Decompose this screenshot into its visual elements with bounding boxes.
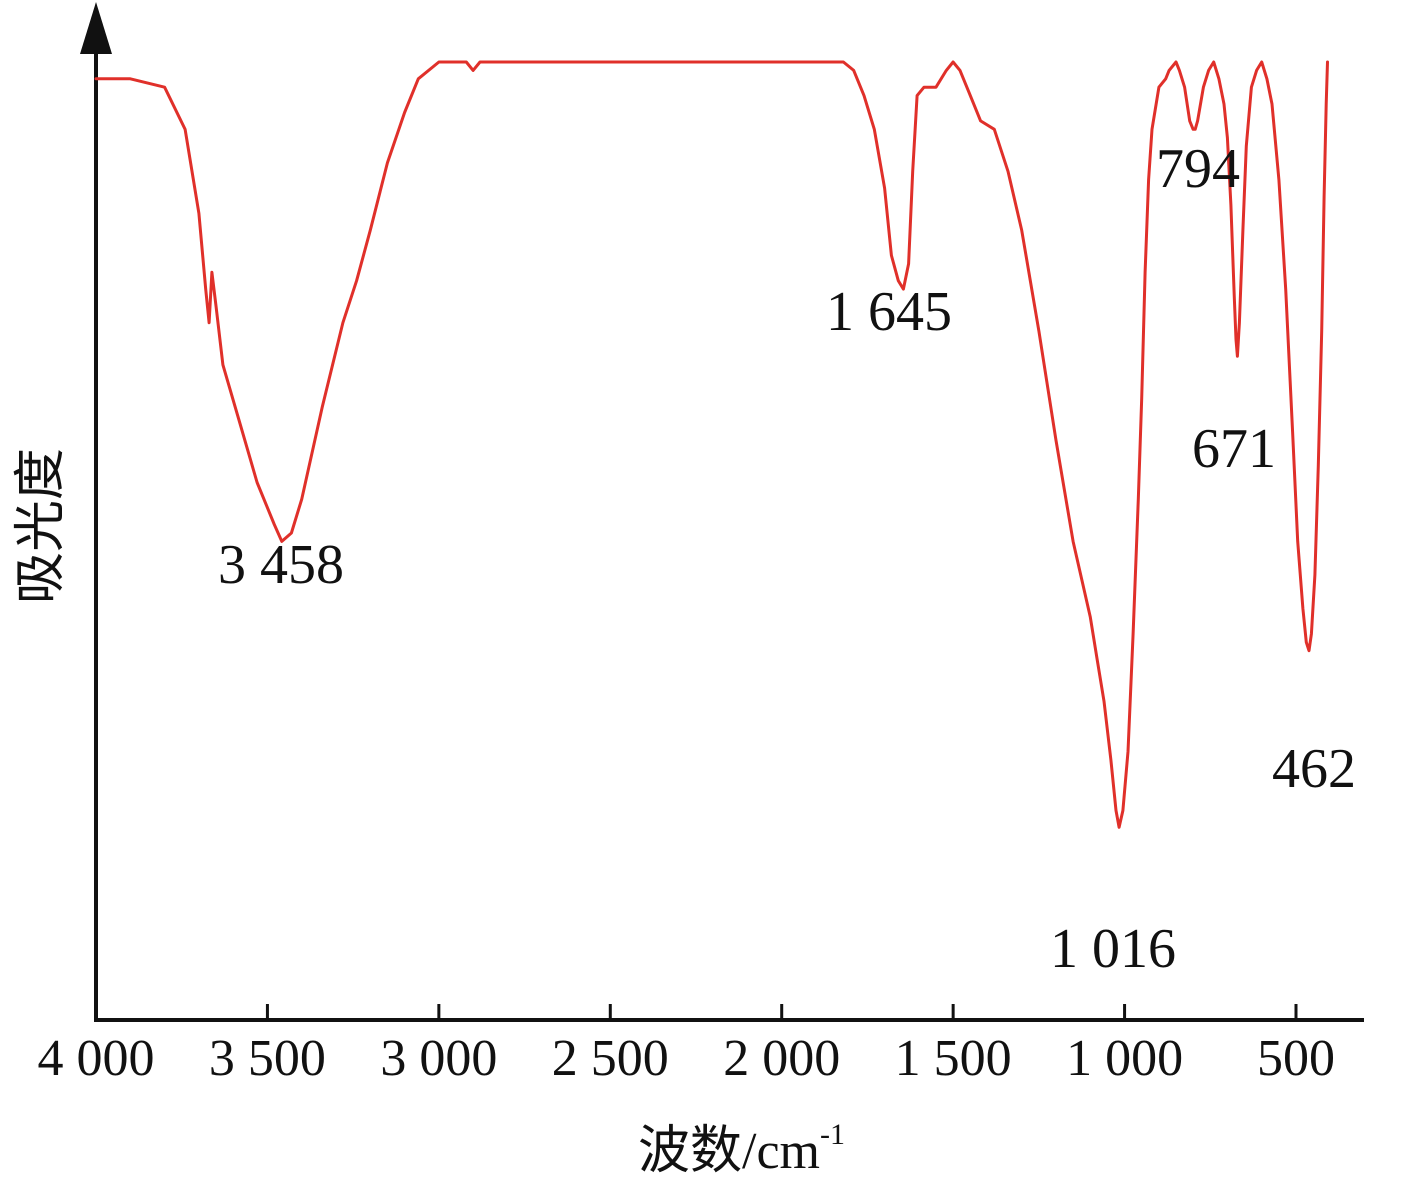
y-axis-title: 吸光度 [13, 448, 70, 604]
peak-label-794: 794 [1156, 138, 1240, 200]
x-tick-labels: 4 000 3 500 3 000 2 500 2 000 1 500 1 000 500 [38, 1030, 1336, 1087]
x-tick-label-500: 500 [1257, 1030, 1335, 1087]
x-tick-label-2500: 2 500 [552, 1030, 669, 1087]
x-tick-label-1000: 1 000 [1066, 1030, 1183, 1087]
x-tick-label-4000: 4 000 [38, 1030, 155, 1087]
x-ticks [94, 1004, 1298, 1020]
x-axis-title-main: 波数/cm [638, 1123, 820, 1180]
peak-label-1645: 1 645 [826, 281, 952, 343]
x-tick-label-2000: 2 000 [723, 1030, 840, 1087]
x-tick-label-3500: 3 500 [209, 1030, 326, 1087]
x-tick-label-1500: 1 500 [895, 1030, 1012, 1087]
x-axis-title: 波数/cm-1 [638, 1118, 845, 1180]
spectrum-line [94, 60, 1329, 829]
peak-label-1016: 1 016 [1050, 918, 1176, 980]
x-tick-label-3000: 3 000 [380, 1030, 497, 1087]
peak-label-462: 462 [1272, 738, 1356, 800]
x-axis-title-superscript: -1 [820, 1118, 845, 1151]
peak-label-671: 671 [1192, 418, 1276, 480]
y-axis-arrow-icon [80, 2, 112, 54]
peak-label-3458: 3 458 [218, 534, 344, 596]
